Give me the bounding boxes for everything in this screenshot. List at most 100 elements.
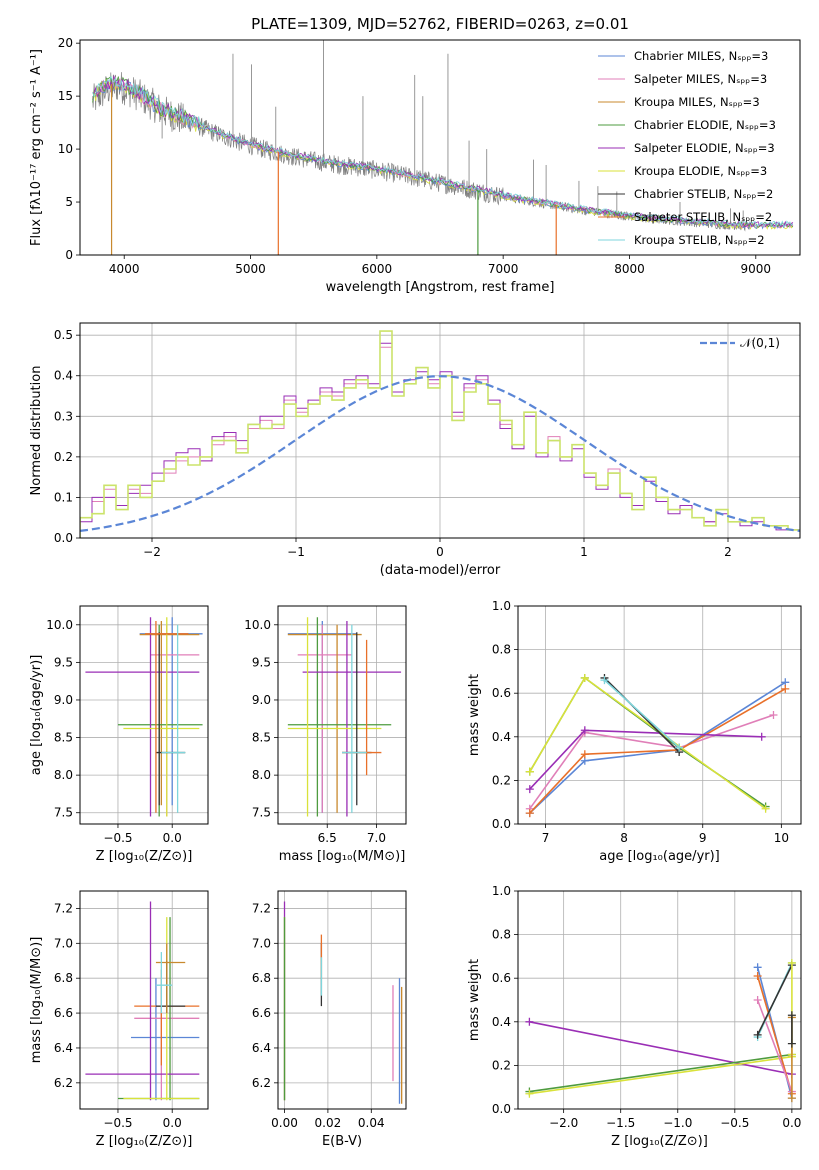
grid-lines xyxy=(80,891,208,1109)
x-tick-label: −0.5 xyxy=(103,1116,132,1130)
axes-frame xyxy=(79,39,801,256)
weight-series-line xyxy=(529,714,774,810)
x-tick-label: 0.0 xyxy=(163,831,182,845)
y-tick-label: 7.0 xyxy=(252,936,271,950)
y-axis-label: mass weight xyxy=(467,959,482,1041)
plot-area xyxy=(80,330,800,538)
weight-point-marker xyxy=(600,676,609,685)
x-axis-label: E(B-V) xyxy=(322,1134,362,1149)
weight-point-marker xyxy=(753,1030,762,1039)
axes-frame xyxy=(277,890,407,1110)
y-tick-label: 6.6 xyxy=(252,1006,271,1020)
y-tick-label: 7.5 xyxy=(54,806,73,820)
weight-point-marker xyxy=(753,996,762,1004)
y-tick-label: 15 xyxy=(58,89,73,103)
weight-point-marker xyxy=(787,958,796,967)
y-axis-label: age [log₁₀(age/yr)] xyxy=(29,655,44,776)
weight-point-marker xyxy=(787,1094,796,1103)
plot-area xyxy=(283,901,403,1104)
x-tick-label: −1.0 xyxy=(663,1116,692,1130)
y-tick-label: 9.0 xyxy=(252,693,271,707)
chart-mass_vs_ebv: 0.00 0.02 0.04 6.2 6.4 6.6 6.8 7.0 7.2 E(B-V) xyxy=(252,890,407,1149)
x-tick-label: 7000 xyxy=(488,262,519,276)
x-tick-label: 2 xyxy=(724,545,732,559)
x-tick-label: −1 xyxy=(287,545,305,559)
weight-series-line xyxy=(529,1021,793,1075)
y-tick-label: 7.2 xyxy=(252,901,271,915)
y-tick-label: 7.0 xyxy=(54,936,73,950)
x-tick-label: 0.00 xyxy=(271,1116,298,1130)
y-tick-label: 6.6 xyxy=(54,1006,73,1020)
chart-spectrum: 4000 5000 6000 7000 8000 9000 0 5 10 15 20 waveleng… xyxy=(29,36,801,295)
legend-label: Salpeter ELODIE, Nₛₚₚ=3 xyxy=(634,141,775,155)
y-tick-label: 8.0 xyxy=(252,768,271,782)
x-tick-label: 0 xyxy=(436,545,444,559)
y-tick-label: 0.4 xyxy=(492,1015,511,1029)
y-tick-label: 0.1 xyxy=(54,490,73,504)
y-tick-label: 0.6 xyxy=(492,971,511,985)
weight-series-line xyxy=(603,677,680,753)
weight-series-line xyxy=(529,688,786,814)
figure-title: PLATE=1309, MJD=52762, FIBERID=0263, z=0… xyxy=(251,15,629,33)
weight-point-marker xyxy=(787,1011,796,1020)
y-tick-label: 20 xyxy=(58,36,73,50)
weight-point-marker xyxy=(580,750,589,759)
y-tick-label: 10.0 xyxy=(244,618,271,632)
chart-massweight_vs_age: 7 8 9 10 0.0 0.2 0.4 0.6 0.8 1.0 age [log₁₀(age/yr… xyxy=(467,599,802,864)
x-tick-label: 7.0 xyxy=(367,831,386,845)
x-tick-label: −0.5 xyxy=(103,831,132,845)
chart-age_vs_mass: 6.5 7.0 7.5 8.0 8.5 9.0 9.5 10.0 mass [log₁₀(M/M… xyxy=(244,605,407,864)
y-tick-label: 0 xyxy=(65,248,73,262)
x-axis-label: age [log₁₀(age/yr)] xyxy=(599,849,720,864)
legend-label: Kroupa ELODIE, Nₛₚₚ=3 xyxy=(634,164,767,178)
y-tick-label: 0.8 xyxy=(492,928,511,942)
weight-point-marker xyxy=(525,1017,534,1026)
weight-point-marker xyxy=(787,1039,796,1048)
axes-frame xyxy=(79,890,209,1110)
grid-lines xyxy=(278,606,406,824)
x-tick-label: −2 xyxy=(143,545,161,559)
y-tick-label: 6.4 xyxy=(252,1041,271,1055)
x-axis-label: (data-model)/error xyxy=(380,563,501,578)
weight-series-line xyxy=(756,964,793,1036)
grid-lines xyxy=(278,891,406,1109)
grid-lines xyxy=(80,606,208,824)
weight-point-marker xyxy=(580,673,589,682)
y-tick-label: 1.0 xyxy=(492,599,511,613)
y-tick-label: 6.4 xyxy=(54,1041,73,1055)
weight-point-marker xyxy=(761,804,770,813)
y-tick-label: 7.2 xyxy=(54,901,73,915)
x-axis-label: Z [log₁₀(Z/Z⊙)] xyxy=(96,1134,193,1149)
legend-label: Salpeter MILES, Nₛₚₚ=3 xyxy=(634,72,767,86)
legend-label: 𝒩(0,1) xyxy=(740,336,780,350)
x-tick-label: −0.5 xyxy=(720,1116,749,1130)
weight-point-marker xyxy=(757,732,766,741)
gaussian-reference-curve xyxy=(80,375,800,532)
y-tick-label: 6.8 xyxy=(252,971,271,985)
x-axis-label: Z [log₁₀(Z/Z⊙)] xyxy=(611,1134,708,1149)
y-tick-label: 0.4 xyxy=(492,730,511,744)
axes-frame xyxy=(517,605,802,825)
y-axis-label: mass [log₁₀(M/M⊙)] xyxy=(29,937,44,1064)
weight-point-marker xyxy=(781,684,790,693)
chart-massweight_vs_Z: −2.0 −1.5 −1.0 −0.5 0.0 0.0 0.2 0.4 0.6 0.8 1.0 Z [… xyxy=(467,884,802,1149)
legend-label: Chabrier ELODIE, Nₛₚₚ=3 xyxy=(634,118,776,132)
chart-mass_vs_Z: −0.5 0.0 6.2 6.4 6.6 6.8 7.0 7.2 Z [log₁₀(Z/Z⊙)]… xyxy=(29,890,209,1149)
plot-area xyxy=(525,673,790,818)
x-tick-label: 6000 xyxy=(362,262,393,276)
y-tick-label: 0.0 xyxy=(492,817,511,831)
weight-point-marker xyxy=(675,743,684,752)
legend: Chabrier MILES, Nₛₚₚ=3 Salpeter MILES, Nₛ… xyxy=(598,49,776,247)
legend-label: Chabrier MILES, Nₛₚₚ=3 xyxy=(634,49,768,63)
weight-point-marker xyxy=(525,785,534,794)
axes-frame xyxy=(517,890,802,1110)
x-tick-label: 5000 xyxy=(235,262,266,276)
x-tick-label: 0.04 xyxy=(358,1116,385,1130)
y-axis-label: mass weight xyxy=(467,674,482,756)
plot-area xyxy=(92,40,794,255)
y-tick-label: 10 xyxy=(58,142,73,156)
weight-point-marker xyxy=(525,809,534,818)
weight-series-line xyxy=(529,1055,793,1095)
x-axis-label: mass [log₁₀(M/M⊙)] xyxy=(279,849,406,864)
